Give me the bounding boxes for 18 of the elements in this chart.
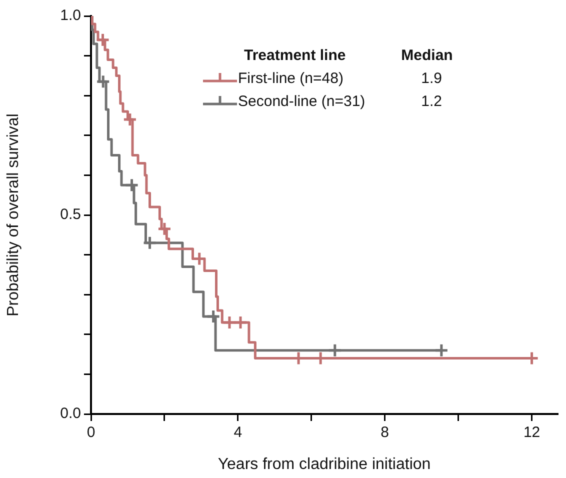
point xyxy=(96,74,110,89)
y-axis-title: Probability of overall survival xyxy=(5,114,22,316)
x-tick-label: 12 xyxy=(523,424,540,442)
annotation: 1.9 xyxy=(420,69,444,89)
x-axis-title: Years from cladribine initiation xyxy=(218,456,431,473)
legend-label: First-line (n=48) xyxy=(238,69,344,89)
x-tick-label: 4 xyxy=(234,424,242,442)
y-tick-label: 1.0 xyxy=(60,7,81,24)
legend-title: Treatment line xyxy=(243,46,347,66)
x-tick-label: 8 xyxy=(380,424,390,442)
x-tick-label: 0 xyxy=(86,424,96,442)
point xyxy=(157,222,172,236)
y-tick-label: 0.5 xyxy=(60,206,81,224)
y-tick-label: 0.0 xyxy=(60,405,81,422)
point xyxy=(122,112,138,127)
annotation: Median xyxy=(400,46,454,66)
legend-label: Second-line (n=31) xyxy=(238,92,366,112)
annotation: 1.2 xyxy=(420,92,444,112)
